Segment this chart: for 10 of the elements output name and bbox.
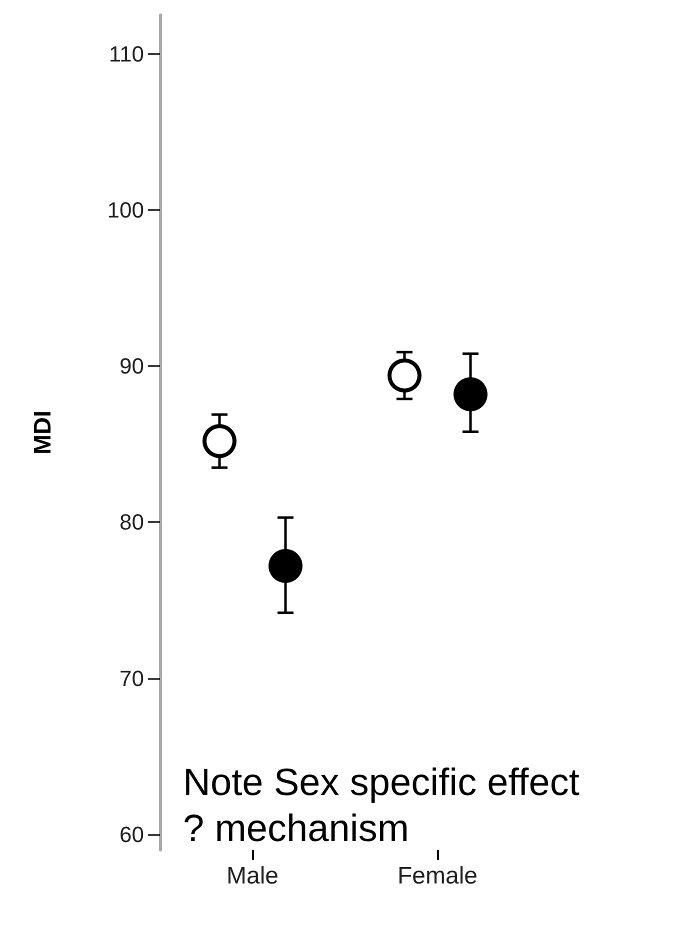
y-tick-label: 60 bbox=[120, 822, 144, 847]
y-tick-label: 70 bbox=[120, 666, 144, 691]
y-tick-label: 80 bbox=[120, 510, 144, 535]
annotation: Note Sex specific effect ? mechanism bbox=[183, 762, 580, 850]
y-tick-label: 100 bbox=[107, 198, 144, 223]
y-tick-label: 90 bbox=[120, 354, 144, 379]
x-tick-label: Male bbox=[226, 862, 279, 890]
y-tick-label: 110 bbox=[108, 42, 144, 67]
y-axis-title: MDI bbox=[30, 410, 56, 454]
x-tick-label: Female bbox=[397, 862, 478, 890]
